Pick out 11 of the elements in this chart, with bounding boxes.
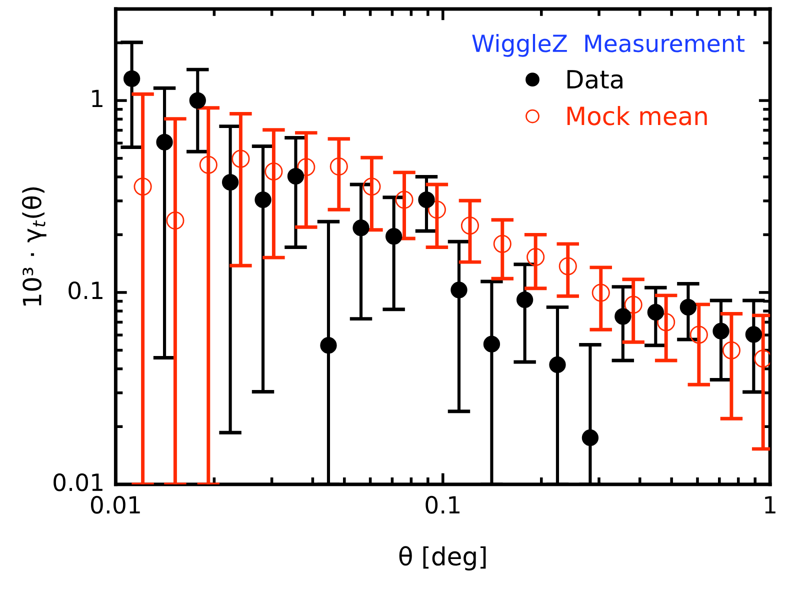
x-tick-label: 0.01 xyxy=(90,496,140,514)
y-tick-label: 0.01 xyxy=(54,473,102,492)
y-axis-title: 10³ · γ$_{t}$(θ) xyxy=(22,187,46,306)
y-tick-label: 1 xyxy=(92,90,102,108)
x-axis-title: θ [deg] xyxy=(399,546,486,571)
x-tick-label: 1 xyxy=(765,496,776,514)
x-tick-label: 0.1 xyxy=(426,496,460,514)
legend-label: Data xyxy=(567,70,622,89)
legend-label: Mock mean xyxy=(567,106,707,126)
y-tick-label: 0.1 xyxy=(68,281,102,300)
legend-title: WiggleZ Measurement xyxy=(472,34,745,57)
